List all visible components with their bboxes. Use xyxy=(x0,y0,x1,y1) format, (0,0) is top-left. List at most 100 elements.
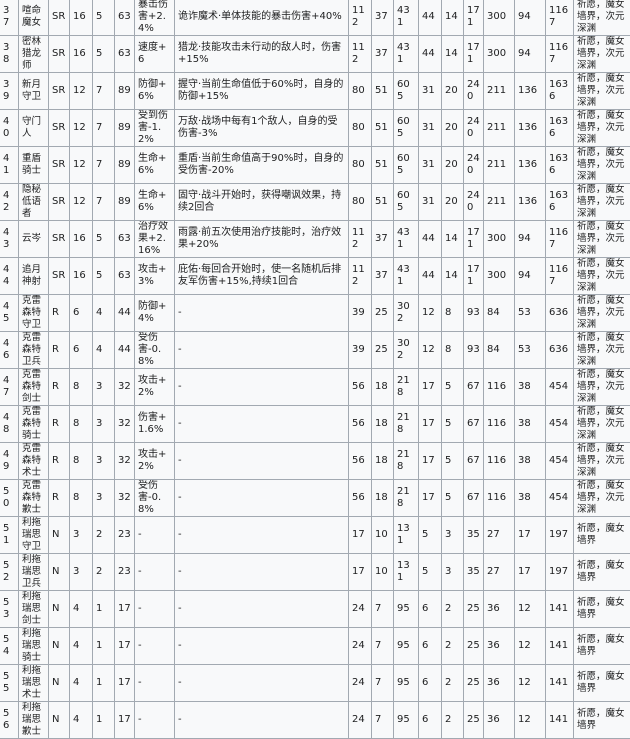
cell-s7: 27 xyxy=(484,517,515,554)
cell-stat-b: 7 xyxy=(93,147,115,184)
cell-power: 454 xyxy=(546,369,574,406)
cell-stat-b: 1 xyxy=(93,591,115,628)
cell-s5: 5 xyxy=(442,406,464,443)
cell-bonus: 速度+6 xyxy=(135,36,175,73)
cell-s7: 116 xyxy=(484,369,515,406)
cell-power: 454 xyxy=(546,480,574,517)
cell-s4: 31 xyxy=(419,110,442,147)
cell-name: 新月守卫 xyxy=(19,73,49,110)
cell-stat-a: 6 xyxy=(70,295,93,332)
cell-skill: - xyxy=(175,517,349,554)
cell-stat-c: 32 xyxy=(115,480,135,517)
cell-power: 141 xyxy=(546,665,574,702)
cell-id: 37 xyxy=(0,0,19,36)
cell-stat-c: 89 xyxy=(115,73,135,110)
cell-skill: - xyxy=(175,406,349,443)
cell-def: 7 xyxy=(372,591,394,628)
cell-atk: 56 xyxy=(349,443,372,480)
cell-def: 37 xyxy=(372,221,394,258)
cell-rarity: SR xyxy=(49,184,70,221)
cell-s5: 3 xyxy=(442,554,464,591)
cell-s7: 300 xyxy=(484,36,515,73)
cell-s6: 171 xyxy=(464,0,484,36)
cell-s4: 31 xyxy=(419,147,442,184)
cell-name: 利拖瑞思剑士 xyxy=(19,591,49,628)
cell-s4: 44 xyxy=(419,36,442,73)
cell-source: 祈愿，魔女墙界，次元深渊 xyxy=(574,0,630,36)
cell-name: 克雷森特剑士 xyxy=(19,369,49,406)
cell-name: 追月神射 xyxy=(19,258,49,295)
cell-hp: 605 xyxy=(394,110,419,147)
cell-skill: 固守·战斗开始时，获得嘲讽效果，持续2回合 xyxy=(175,184,349,221)
cell-id: 45 xyxy=(0,295,19,332)
cell-stat-b: 3 xyxy=(93,443,115,480)
cell-s5: 14 xyxy=(442,258,464,295)
cell-name: 守门人 xyxy=(19,110,49,147)
cell-stat-c: 17 xyxy=(115,665,135,702)
cell-source: 祈愿，魔女墙界 xyxy=(574,517,630,554)
cell-stat-b: 7 xyxy=(93,184,115,221)
cell-bonus: - xyxy=(135,591,175,628)
cell-rarity: R xyxy=(49,480,70,517)
cell-atk: 39 xyxy=(349,332,372,369)
cell-name: 克雷森特术士 xyxy=(19,443,49,480)
cell-s8: 94 xyxy=(515,0,546,36)
cell-s7: 211 xyxy=(484,147,515,184)
cell-s4: 5 xyxy=(419,554,442,591)
cell-rarity: SR xyxy=(49,258,70,295)
cell-skill: - xyxy=(175,591,349,628)
cell-s7: 36 xyxy=(484,591,515,628)
cell-s8: 38 xyxy=(515,480,546,517)
cell-s6: 67 xyxy=(464,369,484,406)
cell-id: 55 xyxy=(0,665,19,702)
cell-stat-b: 1 xyxy=(93,665,115,702)
cell-s5: 14 xyxy=(442,221,464,258)
cell-stat-b: 3 xyxy=(93,480,115,517)
cell-hp: 95 xyxy=(394,591,419,628)
cell-stat-a: 6 xyxy=(70,332,93,369)
cell-stat-b: 3 xyxy=(93,369,115,406)
cell-id: 56 xyxy=(0,702,19,739)
cell-source: 祈愿，魔女墙界，次元深渊 xyxy=(574,406,630,443)
cell-hp: 95 xyxy=(394,665,419,702)
cell-rarity: R xyxy=(49,295,70,332)
cell-rarity: SR xyxy=(49,147,70,184)
cell-s8: 12 xyxy=(515,665,546,702)
cell-atk: 112 xyxy=(349,221,372,258)
cell-name: 隐秘低语者 xyxy=(19,184,49,221)
cell-stat-a: 8 xyxy=(70,406,93,443)
cell-s5: 2 xyxy=(442,591,464,628)
cell-def: 37 xyxy=(372,0,394,36)
cell-bonus: - xyxy=(135,517,175,554)
cell-s4: 17 xyxy=(419,480,442,517)
cell-s8: 136 xyxy=(515,110,546,147)
cell-stat-a: 4 xyxy=(70,628,93,665)
cell-skill: - xyxy=(175,665,349,702)
cell-s8: 53 xyxy=(515,332,546,369)
cell-hp: 431 xyxy=(394,258,419,295)
cell-name: 密林猎龙师 xyxy=(19,36,49,73)
cell-id: 51 xyxy=(0,517,19,554)
cell-source: 祈愿，魔女墙界 xyxy=(574,591,630,628)
cell-hp: 218 xyxy=(394,480,419,517)
cell-id: 41 xyxy=(0,147,19,184)
cell-source: 祈愿，魔女墙界 xyxy=(574,628,630,665)
cell-stat-b: 4 xyxy=(93,332,115,369)
cell-stat-a: 3 xyxy=(70,554,93,591)
cell-s6: 93 xyxy=(464,295,484,332)
cell-skill: 庇佑·每回合开始时，使一名随机后排友军伤害+15%,持续1回合 xyxy=(175,258,349,295)
cell-stat-c: 17 xyxy=(115,702,135,739)
cell-s5: 5 xyxy=(442,443,464,480)
cell-source: 祈愿，魔女墙界，次元深渊 xyxy=(574,295,630,332)
cell-id: 38 xyxy=(0,36,19,73)
cell-s4: 5 xyxy=(419,517,442,554)
cell-skill: 诡诈魔术·单体技能的暴击伤害+40% xyxy=(175,0,349,36)
cell-power: 454 xyxy=(546,406,574,443)
cell-def: 10 xyxy=(372,554,394,591)
cell-stat-a: 16 xyxy=(70,36,93,73)
cell-atk: 24 xyxy=(349,702,372,739)
